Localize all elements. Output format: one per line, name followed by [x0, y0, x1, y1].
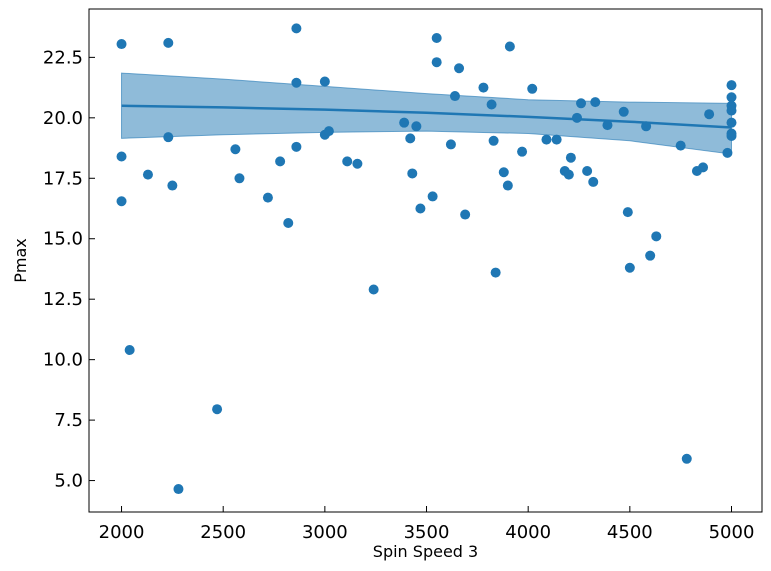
data-point: [722, 147, 733, 158]
data-point: [460, 209, 471, 220]
y-tick-label: 15.0: [43, 229, 83, 250]
data-point: [726, 105, 737, 116]
x-tick-label: 2000: [99, 522, 145, 543]
data-point: [675, 140, 686, 151]
data-point: [551, 134, 562, 145]
data-point: [588, 176, 599, 187]
data-point: [726, 117, 737, 128]
data-point: [291, 77, 302, 88]
data-point: [116, 39, 127, 50]
data-point: [319, 76, 330, 87]
data-point: [163, 37, 174, 48]
data-point: [502, 180, 513, 191]
data-point: [323, 126, 334, 137]
fit-line-layer: [121, 104, 732, 129]
y-tick-label: 5.0: [54, 471, 83, 492]
data-point: [352, 158, 363, 169]
data-point: [234, 173, 245, 184]
data-point: [124, 344, 135, 355]
x-tick-label: 4000: [505, 522, 551, 543]
data-point: [602, 120, 613, 131]
y-tick-label: 12.5: [43, 289, 83, 310]
data-point: [624, 262, 635, 273]
data-point: [445, 139, 456, 150]
data-point: [116, 196, 127, 207]
data-point: [167, 180, 178, 191]
data-point: [262, 192, 273, 203]
data-point: [291, 23, 302, 34]
data-point: [618, 106, 629, 117]
x-axis-ticks: 2000 2500 3000 3500 4000 4500 5000: [99, 506, 755, 543]
y-tick-label: 10.0: [43, 350, 83, 371]
data-point: [541, 134, 552, 145]
regression-line: [121, 104, 732, 129]
x-tick-label: 4500: [607, 522, 653, 543]
data-point: [571, 112, 582, 123]
y-axis-label: Pmax: [11, 238, 30, 283]
data-point: [490, 267, 501, 278]
y-tick-label: 7.5: [54, 410, 83, 431]
data-point: [486, 99, 497, 110]
data-point: [405, 133, 416, 144]
data-point: [163, 132, 174, 143]
data-point: [431, 33, 442, 44]
data-points-layer: [116, 23, 737, 495]
data-point: [563, 169, 574, 180]
data-point: [407, 168, 418, 179]
data-point: [431, 57, 442, 68]
x-tick-label: 2500: [200, 522, 246, 543]
data-point: [681, 453, 692, 464]
x-tick-label: 3000: [302, 522, 348, 543]
data-point: [698, 162, 709, 173]
data-point: [582, 166, 593, 177]
data-point: [275, 156, 286, 167]
data-point: [527, 83, 538, 94]
data-point: [726, 130, 737, 141]
data-point: [368, 284, 379, 295]
x-axis-label: Spin Speed 3: [373, 542, 478, 561]
data-point: [230, 144, 241, 155]
data-point: [726, 80, 737, 91]
data-point: [645, 250, 656, 261]
plot-frame: [88, 8, 763, 513]
data-point: [142, 169, 153, 180]
data-point: [342, 156, 353, 167]
data-point: [283, 218, 294, 229]
y-tick-label: 20.0: [43, 108, 83, 129]
data-point: [622, 207, 633, 218]
data-point: [641, 121, 652, 132]
data-point: [173, 484, 184, 495]
data-point: [454, 63, 465, 74]
data-point: [504, 41, 515, 52]
data-point: [726, 92, 737, 103]
data-point: [399, 117, 410, 128]
data-point: [498, 167, 509, 178]
x-tick-label: 3500: [404, 522, 450, 543]
data-point: [704, 109, 715, 120]
data-point: [488, 135, 499, 146]
x-tick-label: 5000: [709, 522, 755, 543]
data-point: [415, 203, 426, 214]
y-tick-label: 17.5: [43, 168, 83, 189]
data-point: [517, 146, 528, 157]
data-point: [411, 121, 422, 132]
y-axis-ticks: 5.0 7.5 10.0 12.5 15.0 17.5 20.0 22.5: [43, 47, 95, 492]
data-point: [651, 231, 662, 242]
data-point: [427, 191, 438, 202]
data-point: [212, 404, 223, 415]
data-point: [576, 98, 587, 109]
data-point: [565, 152, 576, 163]
data-point: [478, 82, 489, 93]
data-point: [590, 97, 601, 108]
data-point: [291, 141, 302, 152]
data-point: [449, 91, 460, 102]
data-point: [116, 151, 127, 162]
y-tick-label: 22.5: [43, 47, 83, 68]
